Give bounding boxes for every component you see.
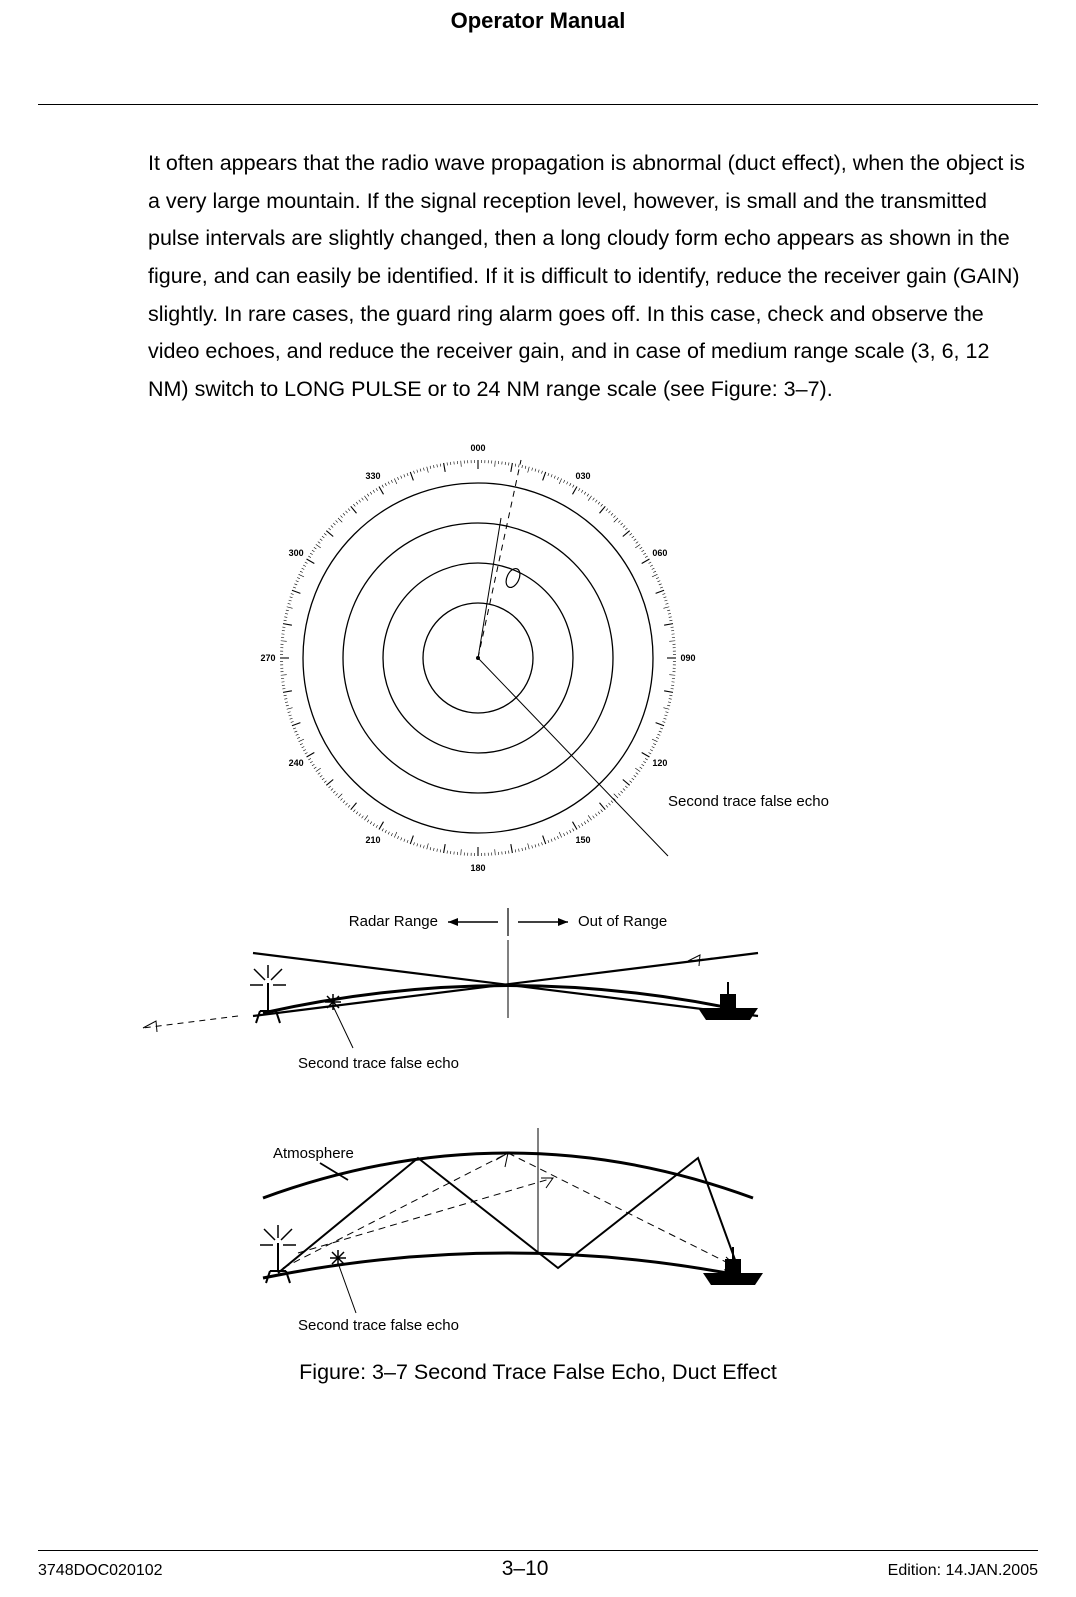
footer-page-number: 3–10 [502,1557,549,1581]
mid-second-trace-label: Second trace false echo [298,1055,459,1072]
footer-edition: Edition: 14.JAN.2005 [888,1562,1038,1580]
svg-text:270: 270 [260,653,275,663]
page-title: Operator Manual [38,8,1038,34]
radar-range-label: Radar Range [349,913,438,930]
footer: 3748DOC020102 3–10 Edition: 14.JAN.2005 [38,1557,1038,1581]
svg-text:210: 210 [365,835,380,845]
svg-text:150: 150 [575,835,590,845]
rule-top [38,104,1038,105]
svg-text:120: 120 [652,758,667,768]
duct-diagram: Atmosphere [38,1118,1038,1348]
rule-bottom [38,1550,1038,1551]
out-of-range-label: Out of Range [578,913,667,930]
svg-text:330: 330 [365,472,380,482]
body-paragraph: It often appears that the radio wave pro… [148,145,1028,408]
footer-doc-id: 3748DOC020102 [38,1562,163,1580]
svg-text:240: 240 [289,758,304,768]
atmosphere-label: Atmosphere [273,1145,354,1162]
svg-text:090: 090 [680,653,695,663]
figure-caption: Figure: 3–7 Second Trace False Echo, Duc… [38,1360,1038,1385]
scope-callout-label: Second trace false echo [668,793,829,810]
svg-text:180: 180 [470,863,485,873]
svg-text:060: 060 [652,548,667,558]
figure-area: 000 030 060 090 120 150 180 210 240 270 300 330 Sec… [38,438,1038,1378]
radar-scope-diagram: 000 030 060 090 120 150 180 210 240 270 300 330 Sec… [38,438,1038,908]
bottom-second-trace-label: Second trace false echo [298,1317,459,1334]
svg-text:030: 030 [575,472,590,482]
svg-text:000: 000 [470,443,485,453]
svg-text:300: 300 [289,548,304,558]
side-view-range-diagram: Radar Range Out of Range [38,898,1038,1108]
